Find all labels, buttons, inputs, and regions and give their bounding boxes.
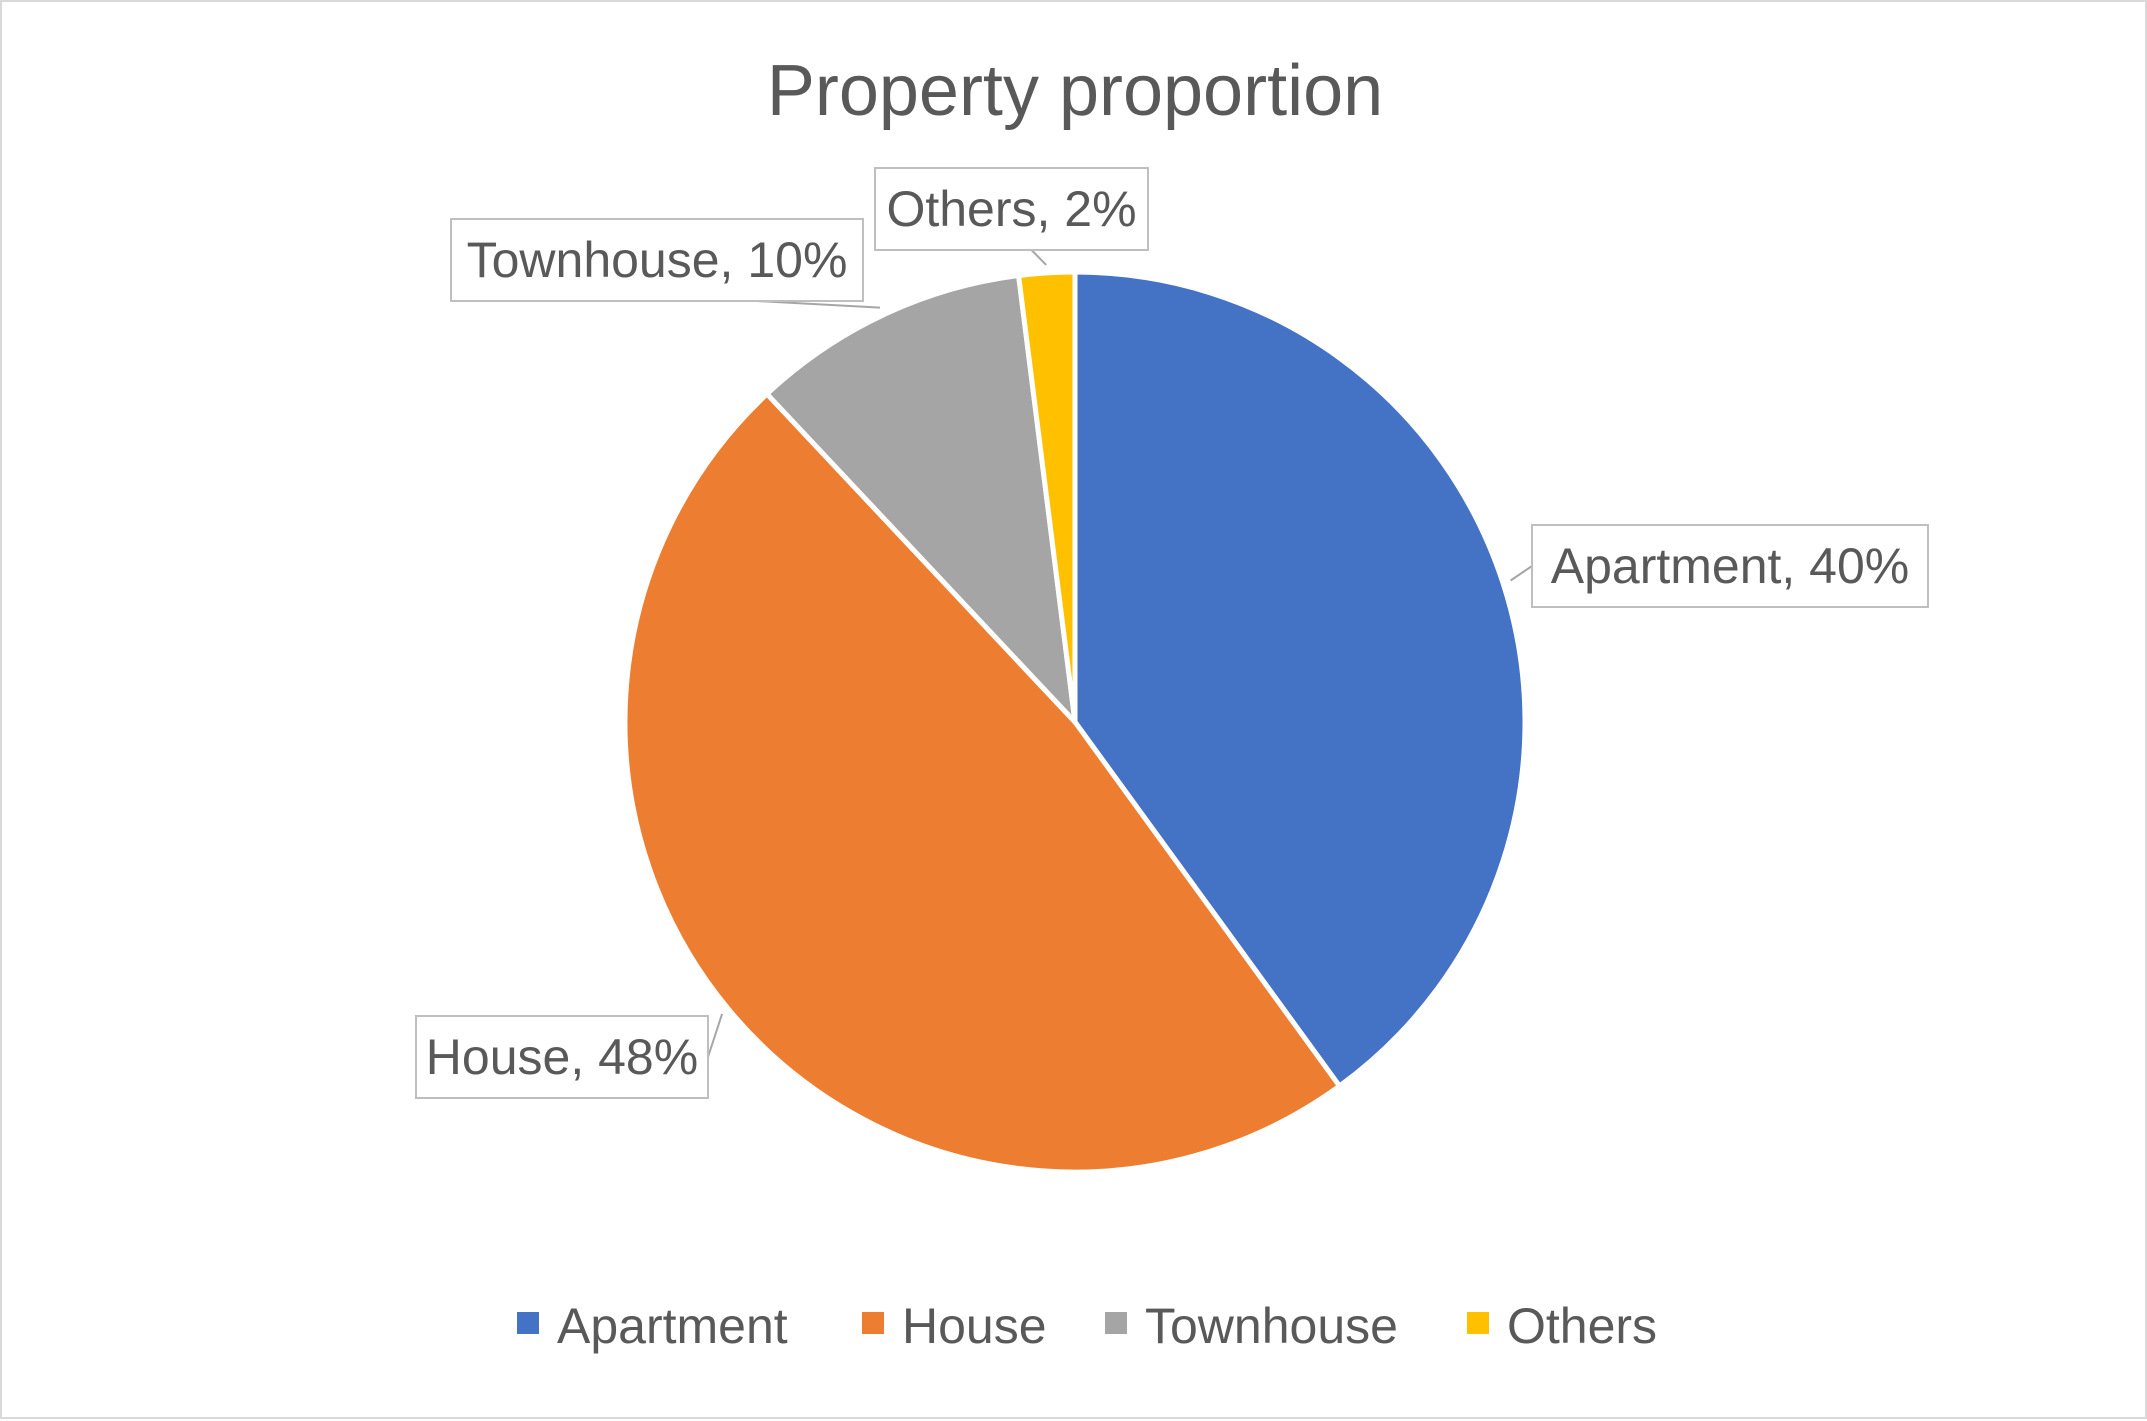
legend-swatch-townhouse (1105, 1312, 1127, 1334)
pie-slice-apartment (1072, 269, 1528, 1089)
data-label-box-others (874, 167, 1149, 251)
legend-label-apartment: Apartment (557, 1298, 788, 1354)
leader-line-apartment (1510, 565, 1533, 582)
legend-swatch-house (862, 1312, 884, 1334)
leader-line-others (1030, 249, 1047, 266)
pie-data-labels: Apartment, 40% House, 48% Townhouse, 10% Ot… (415, 167, 1929, 1099)
data-label-apartment: Apartment, 40% (1551, 538, 1910, 594)
data-label-townhouse: Townhouse, 10% (467, 232, 848, 288)
data-label-others: Others, 2% (886, 181, 1136, 237)
chart-title: Property proportion (767, 51, 1383, 131)
pie-slices (622, 269, 1528, 1175)
pie-slice-others (1016, 269, 1078, 725)
pie-slice-house (622, 391, 1342, 1175)
legend-swatch-apartment (517, 1312, 539, 1334)
leader-line-house (707, 1013, 724, 1058)
legend-label-others: Others (1507, 1298, 1657, 1354)
data-label-box-house (415, 1015, 709, 1099)
legend-swatch-others (1467, 1312, 1489, 1334)
leader-line-townhouse (756, 300, 881, 309)
pie-slice-townhouse (764, 273, 1078, 725)
data-label-box-apartment (1531, 524, 1929, 608)
data-label-house: House, 48% (426, 1029, 698, 1085)
data-label-box-townhouse (450, 218, 864, 302)
legend-label-townhouse: Townhouse (1145, 1298, 1398, 1354)
legend-label-house: House (902, 1298, 1047, 1354)
legend: Apartment House Townhouse Others (517, 1298, 1657, 1354)
